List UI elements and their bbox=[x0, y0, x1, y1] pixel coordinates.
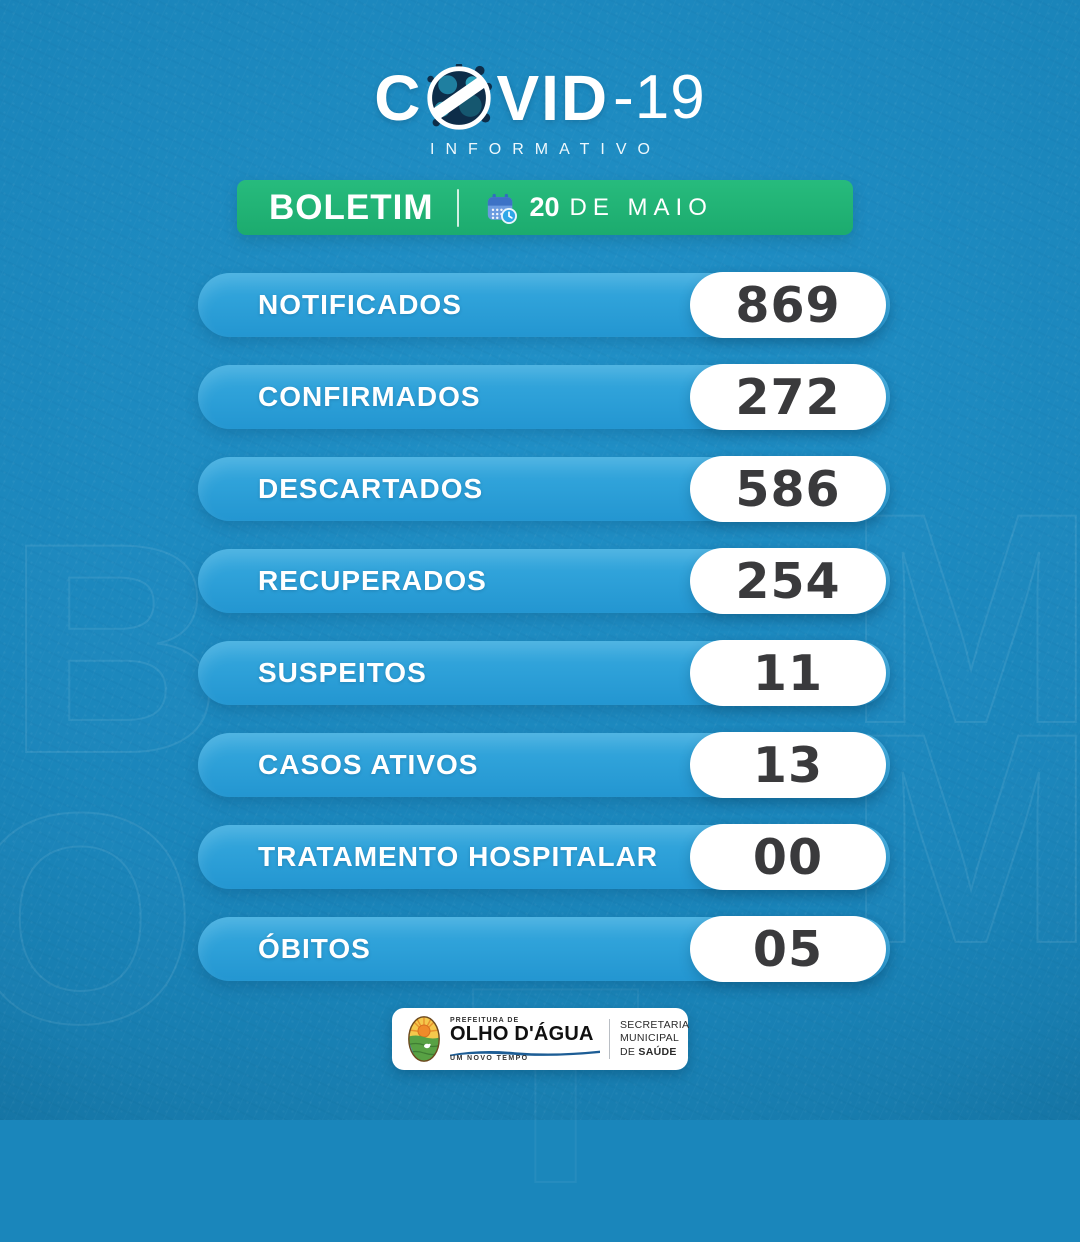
stat-value: 00 bbox=[752, 828, 824, 886]
banner-label: BOLETIM bbox=[269, 187, 434, 227]
stat-row: DESCARTADOS 586 bbox=[198, 456, 890, 522]
secretaria-de: DE bbox=[620, 1045, 639, 1058]
stat-value: 05 bbox=[752, 920, 824, 978]
wave-swoosh-icon bbox=[450, 1044, 600, 1056]
stat-label: ÓBITOS bbox=[258, 933, 371, 964]
city-slogan: UM NOVO TEMPO bbox=[450, 1054, 529, 1062]
title-text-c: C bbox=[374, 62, 423, 134]
stat-value: 254 bbox=[735, 552, 841, 610]
stat-label: NOTIFICADOS bbox=[258, 289, 462, 320]
stat-value: 272 bbox=[735, 368, 841, 426]
stat-value: 11 bbox=[752, 644, 824, 702]
stat-value-pill: 254 bbox=[690, 548, 886, 614]
covid-title: C VID bbox=[0, 62, 1080, 134]
stats-list: NOTIFICADOS 869 CONFIRMADOS 272 DESCARTA… bbox=[198, 272, 890, 1009]
title-text-19: -19 bbox=[613, 63, 706, 132]
stat-value-pill: 05 bbox=[690, 916, 886, 982]
secretaria-line: SECRETARIA bbox=[620, 1018, 690, 1031]
banner-date-month: DE MAIO bbox=[569, 193, 713, 221]
stat-row: CASOS ATIVOS 13 bbox=[198, 732, 890, 798]
stat-label: CASOS ATIVOS bbox=[258, 749, 479, 780]
stat-row: SUSPEITOS 11 bbox=[198, 640, 890, 706]
secretaria-label: SECRETARIA MUNICIPAL DE SAÚDE bbox=[620, 1019, 689, 1060]
virus-icon bbox=[425, 62, 493, 132]
stat-value-pill: 13 bbox=[690, 732, 886, 798]
stat-value-pill: 11 bbox=[690, 640, 886, 706]
title-subtitle: INFORMATIVO bbox=[430, 141, 661, 158]
stat-value-pill: 586 bbox=[690, 456, 886, 522]
stat-row: RECUPERADOS 254 bbox=[198, 548, 890, 614]
stat-value-pill: 869 bbox=[690, 272, 886, 338]
municipal-crest-icon bbox=[407, 1015, 441, 1063]
footer-card: PREFEITURA DE OLHO D'ÁGUA UM NOVO TEMPO … bbox=[392, 1008, 689, 1070]
stat-value: 13 bbox=[752, 736, 824, 794]
secretaria-line: DE SAÚDE bbox=[620, 1046, 689, 1060]
stat-row: NOTIFICADOS 869 bbox=[198, 272, 890, 338]
stat-value-pill: 00 bbox=[690, 824, 886, 890]
stat-value: 869 bbox=[735, 276, 841, 334]
stat-value: 586 bbox=[735, 460, 841, 518]
footer-divider bbox=[609, 1019, 610, 1059]
secretaria-saude: SAÚDE bbox=[638, 1045, 677, 1058]
stat-label: RECUPERADOS bbox=[258, 565, 487, 596]
stat-row: TRATAMENTO HOSPITALAR 00 bbox=[198, 824, 890, 890]
date-banner: BOLETIM 20 DE MAIO bbox=[237, 180, 853, 235]
city-name: OLHO D'ÁGUA bbox=[450, 1022, 594, 1045]
title-text-vid: VID bbox=[496, 62, 610, 134]
stat-row: CONFIRMADOS 272 bbox=[198, 364, 890, 430]
secretaria-line: MUNICIPAL bbox=[620, 1032, 680, 1045]
banner-date-day: 20 bbox=[529, 192, 560, 222]
stat-label: CONFIRMADOS bbox=[258, 381, 481, 412]
stat-label: DESCARTADOS bbox=[258, 473, 484, 504]
calendar-clock-icon bbox=[485, 192, 518, 224]
stat-value-pill: 272 bbox=[690, 364, 886, 430]
prefeitura-label: PREFEITURA DE bbox=[450, 1016, 520, 1024]
stat-label: SUSPEITOS bbox=[258, 657, 427, 688]
prefeitura-logo-text: PREFEITURA DE OLHO D'ÁGUA UM NOVO TEMPO bbox=[450, 1017, 602, 1062]
stat-label: TRATAMENTO HOSPITALAR bbox=[258, 841, 659, 872]
banner-divider bbox=[457, 188, 460, 227]
stat-row: ÓBITOS 05 bbox=[198, 916, 890, 982]
